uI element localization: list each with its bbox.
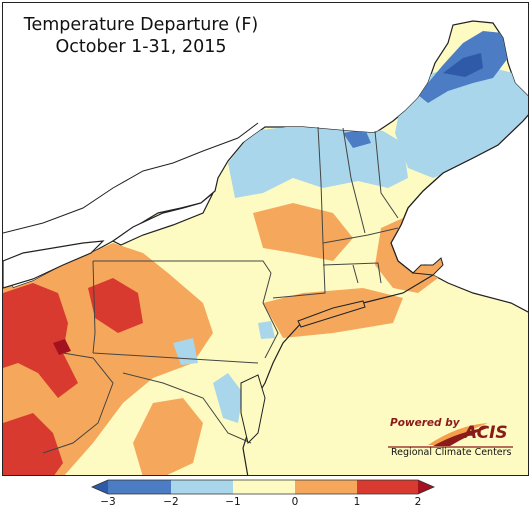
map-canvas — [3, 20, 528, 475]
lake-ontario — [111, 192, 214, 246]
delmarva-peninsula — [240, 374, 266, 444]
border-md-va — [122, 372, 252, 444]
border-ny-nj-ct — [272, 242, 326, 299]
border-ma-ri — [352, 264, 359, 284]
lake-erie — [3, 240, 105, 289]
border-ma-south — [322, 262, 382, 284]
map-title: Temperature Departure (F) — [23, 15, 259, 35]
border-ma-north — [322, 227, 399, 244]
border-ny-pa — [93, 260, 272, 274]
powered-by-text: Powered by — [390, 417, 460, 429]
legend-tick-label: −1 — [225, 496, 241, 508]
border-nh-me — [374, 130, 399, 219]
legend-colorbar — [91, 479, 435, 495]
border-vt-nh — [342, 127, 366, 234]
long-island — [297, 300, 366, 328]
legend-bin-3 — [233, 480, 295, 494]
border-wv — [42, 352, 114, 454]
border-ny-vt — [317, 126, 324, 244]
legend-bin-5 — [357, 480, 418, 494]
hot-region-wv — [3, 413, 63, 475]
color-legend: −3 −2 −1 0 1 2 — [0, 476, 531, 511]
legend-tick-label: −2 — [163, 496, 179, 508]
legend-bin-1 — [108, 480, 171, 494]
border-pa-md — [92, 352, 259, 364]
legend-bin-2 — [171, 480, 233, 494]
hot-region-western-pa — [88, 278, 143, 333]
legend-tick-label: 0 — [291, 496, 299, 508]
very-cool-patch-nh — [343, 129, 371, 148]
warm-patch-central-ny — [253, 203, 353, 261]
legend-tick-label: −3 — [100, 496, 116, 508]
border-pa-oh — [92, 260, 96, 354]
coldest-region-maine — [443, 53, 483, 77]
cool-patch-chesapeake — [213, 373, 243, 423]
legend-bin-above-max — [418, 480, 434, 494]
hottest-spot-ohio — [53, 339, 71, 355]
legend-bin-4 — [295, 480, 357, 494]
border-pa-nj — [262, 272, 279, 359]
legend-tick-label: 2 — [414, 496, 422, 508]
legend-tick-label: 1 — [353, 496, 361, 508]
warm-patch-virginia — [133, 398, 203, 475]
acis-wordmark: ACIS — [464, 423, 508, 443]
cool-patch-nj — [258, 321, 275, 339]
canada-coastline — [3, 122, 259, 234]
hot-region-ohio — [3, 283, 78, 398]
regional-climate-centers-text: Regional Climate Centers — [391, 447, 512, 458]
acis-swoosh-icon — [388, 423, 513, 448]
acis-logo: Powered by ACIS Regional Climate Centers — [388, 417, 518, 465]
legend-bin-below-min — [92, 480, 108, 494]
state-borders — [42, 126, 399, 454]
cape-cod — [411, 257, 444, 276]
map-frame: Temperature Departure (F) October 1-31, … — [2, 2, 529, 476]
map-subtitle: October 1-31, 2015 — [55, 37, 227, 57]
